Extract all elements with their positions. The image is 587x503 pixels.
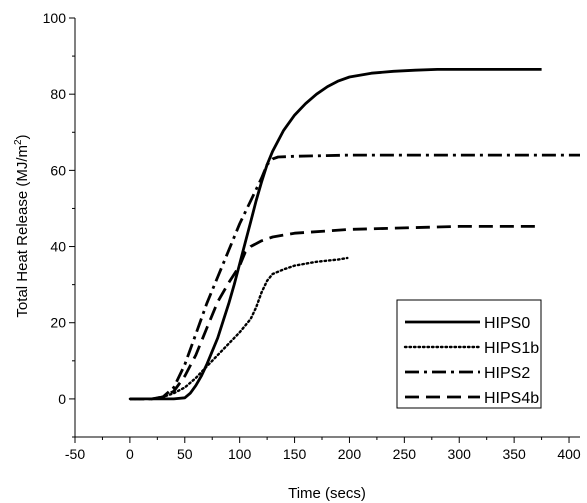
x-tick-label: 250 xyxy=(393,446,417,462)
x-tick-label: 300 xyxy=(448,446,472,462)
series-layer xyxy=(128,68,580,401)
y-tick-label: 20 xyxy=(50,315,66,331)
x-tick-label: 0 xyxy=(126,446,134,462)
y-tick-label: 40 xyxy=(50,239,66,255)
y-tick-label: 80 xyxy=(50,86,66,102)
y-tick-label: 100 xyxy=(43,10,67,26)
y-axis-title-superscript: 2 xyxy=(13,139,24,145)
x-tick-label: 400 xyxy=(557,446,581,462)
legend: HIPS0 HIPS1b HIPS2 HIPS4b xyxy=(396,299,542,409)
legend-label-hips4b: HIPS4b xyxy=(484,390,539,407)
legend-label-hips0: HIPS0 xyxy=(484,315,530,332)
y-axis-title: Total Heat Release (MJ/m2) xyxy=(13,134,31,317)
series-line-hips2 xyxy=(129,153,580,401)
legend-label-hips1b: HIPS1b xyxy=(484,340,539,357)
y-axis-title-tail: ) xyxy=(14,134,31,139)
x-tick-label: -50 xyxy=(65,446,85,462)
x-tick-label: 200 xyxy=(338,446,362,462)
legend-box xyxy=(396,299,542,409)
x-tick-label: 100 xyxy=(228,446,252,462)
axes-layer: -50 0 50 100 150 200 250 300 350 400 0 20 40 60 80 100 xyxy=(43,10,581,462)
legend-label-hips2: HIPS2 xyxy=(484,365,530,382)
x-tick-label: 50 xyxy=(177,446,193,462)
x-tick-label: 150 xyxy=(283,446,307,462)
y-tick-label: 0 xyxy=(58,391,66,407)
y-axis-title-main: Total Heat Release (MJ/m xyxy=(14,145,31,318)
x-axis-title: Time (secs) xyxy=(288,485,366,502)
series-line-hips0 xyxy=(129,68,542,401)
series-line-hips4b xyxy=(129,224,542,401)
x-tick-label: 350 xyxy=(502,446,526,462)
y-tick-label: 60 xyxy=(50,162,66,178)
series-line-hips1b xyxy=(128,256,349,401)
